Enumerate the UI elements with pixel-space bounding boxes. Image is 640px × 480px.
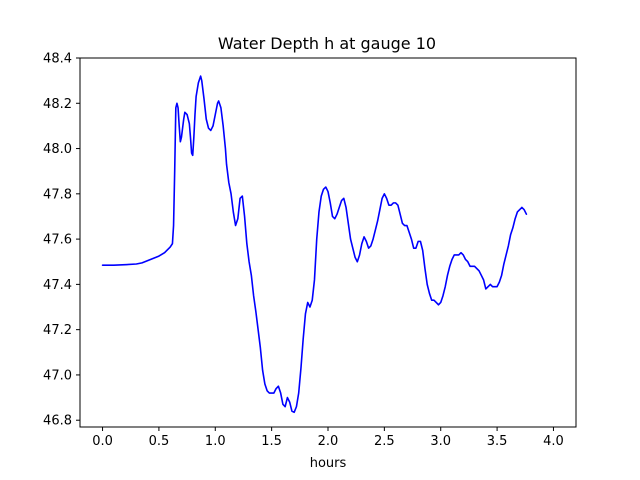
series-line-0: [101, 75, 528, 414]
plot-frame: [79, 57, 577, 428]
x-tick-label: 4.0: [543, 434, 564, 449]
x-axis-label: hours: [310, 456, 347, 471]
x-tick-label: 1.5: [261, 434, 282, 449]
x-tick-label: 0.5: [149, 434, 170, 449]
plot-area: [101, 75, 528, 414]
x-tick-label: 3.5: [487, 434, 508, 449]
y-tick-label: 48.0: [43, 142, 72, 157]
y-tick-label: 47.4: [43, 278, 72, 293]
x-axis: 0.0 0.5 1.0 1.5 2.0 2.5 3.0 3.5 4.0: [92, 427, 564, 449]
y-tick-label: 48.2: [43, 97, 72, 112]
y-tick-label: 46.8: [43, 414, 72, 429]
y-tick-label: 47.0: [43, 368, 72, 383]
x-tick-label: 0.0: [92, 434, 113, 449]
y-tick-label: 48.4: [43, 52, 72, 67]
x-tick-label: 2.0: [318, 434, 339, 449]
y-tick-label: 47.6: [43, 233, 72, 248]
chart-title: Water Depth h at gauge 10: [218, 34, 436, 53]
x-tick-label: 3.0: [430, 434, 451, 449]
y-tick-label: 47.8: [43, 187, 72, 202]
x-tick-label: 1.0: [205, 434, 226, 449]
y-tick-label: 47.2: [43, 323, 72, 338]
y-axis: 46.8 47.0 47.2 47.4 47.6 47.8 48.0 48.2 48.4: [43, 52, 80, 429]
x-tick-label: 2.5: [374, 434, 395, 449]
